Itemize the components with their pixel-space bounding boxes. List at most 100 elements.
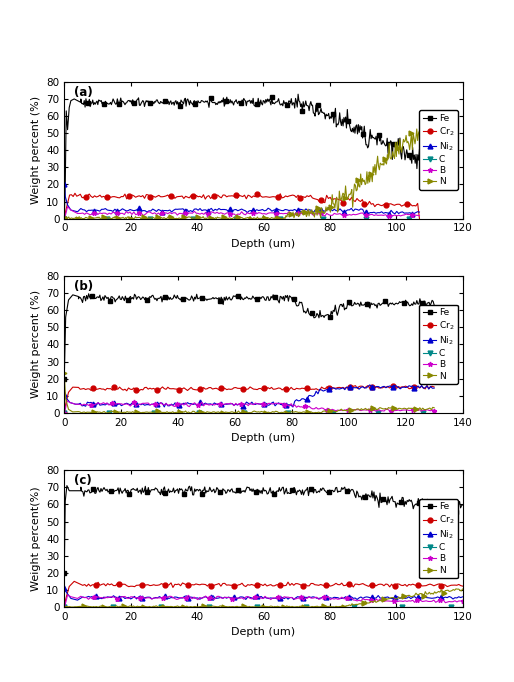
B	[64, 397, 70, 405]
Fe	[252, 102, 259, 110]
B	[61, 215, 67, 223]
C	[61, 215, 67, 223]
Fe	[130, 293, 136, 301]
Cr$_2$	[416, 215, 423, 223]
C	[138, 603, 144, 611]
B	[416, 211, 423, 220]
N	[61, 603, 67, 611]
C	[431, 409, 437, 417]
Fe	[301, 488, 307, 496]
Ni$_2$	[142, 207, 148, 215]
Line: Fe: Fe	[62, 291, 436, 381]
Ni$_2$	[61, 584, 67, 592]
C	[439, 603, 446, 611]
C	[154, 603, 160, 611]
N	[178, 215, 184, 223]
Ni$_2$	[409, 210, 415, 218]
Ni$_2$	[137, 592, 143, 600]
C	[412, 409, 418, 417]
Fe	[136, 94, 142, 102]
N	[300, 603, 306, 611]
Line: Fe: Fe	[62, 483, 465, 575]
Cr$_2$	[424, 381, 430, 389]
Line: B: B	[62, 398, 436, 415]
Ni$_2$	[114, 593, 120, 602]
C	[273, 215, 279, 223]
N	[66, 215, 72, 223]
Cr$_2$	[77, 190, 83, 198]
N	[285, 210, 291, 218]
B	[285, 593, 291, 602]
Fe	[393, 299, 399, 308]
Ni$_2$	[75, 596, 81, 604]
Line: Ni$_2$: Ni$_2$	[62, 586, 465, 603]
C	[388, 215, 394, 223]
Cr$_2$	[360, 580, 366, 588]
Ni$_2$	[258, 400, 264, 409]
N	[319, 204, 325, 212]
Fe	[227, 488, 233, 496]
B	[64, 591, 70, 599]
Ni$_2$	[268, 594, 274, 602]
N	[431, 404, 437, 412]
Ni$_2$	[214, 206, 220, 214]
Line: Cr$_2$: Cr$_2$	[62, 191, 422, 221]
Line: Fe: Fe	[62, 92, 422, 221]
Cr$_2$	[176, 580, 182, 588]
C	[427, 603, 433, 611]
B	[120, 593, 126, 601]
Ni$_2$	[61, 390, 67, 398]
N	[63, 602, 69, 610]
C	[147, 409, 153, 417]
B	[125, 209, 131, 218]
Ni$_2$	[250, 400, 256, 409]
Ni$_2$	[276, 594, 282, 602]
Fe	[270, 291, 276, 299]
Line: Ni$_2$: Ni$_2$	[62, 383, 436, 409]
Fe	[279, 100, 285, 108]
Line: C: C	[62, 604, 465, 610]
Ni$_2$	[338, 385, 344, 393]
N	[61, 213, 67, 222]
Fe	[428, 500, 434, 508]
Fe	[394, 499, 400, 507]
B	[64, 203, 70, 211]
N	[320, 207, 326, 216]
Line: C: C	[62, 216, 422, 221]
C	[460, 603, 466, 611]
X-axis label: Depth (um): Depth (um)	[231, 433, 296, 443]
N	[298, 602, 304, 610]
Fe	[99, 295, 105, 303]
Fe	[248, 295, 254, 303]
B	[268, 400, 274, 408]
B	[307, 208, 313, 216]
Fe	[61, 569, 67, 577]
N	[221, 409, 227, 417]
Line: Cr$_2$: Cr$_2$	[62, 383, 436, 415]
Fe	[61, 374, 67, 383]
Fe	[61, 215, 67, 223]
Line: Ni$_2$: Ni$_2$	[62, 182, 422, 216]
Y-axis label: Weight percent(%): Weight percent(%)	[31, 486, 41, 591]
B	[315, 405, 321, 413]
Line: Cr$_2$: Cr$_2$	[62, 579, 465, 610]
Text: (c): (c)	[74, 474, 92, 488]
Fe	[350, 486, 356, 494]
N	[164, 408, 170, 416]
B	[427, 597, 433, 606]
Fe	[460, 501, 466, 509]
Fe	[86, 290, 92, 298]
Cr$_2$	[72, 189, 78, 197]
Cr$_2$	[129, 385, 135, 394]
Text: (b): (b)	[74, 280, 94, 293]
B	[358, 209, 364, 217]
C	[61, 409, 67, 417]
N	[61, 370, 67, 378]
C	[130, 215, 136, 223]
N	[398, 593, 405, 602]
N	[203, 214, 209, 222]
Y-axis label: Weight percent (%): Weight percent (%)	[31, 96, 41, 205]
Line: B: B	[62, 593, 465, 610]
C	[282, 409, 288, 417]
Line: C: C	[62, 411, 436, 415]
